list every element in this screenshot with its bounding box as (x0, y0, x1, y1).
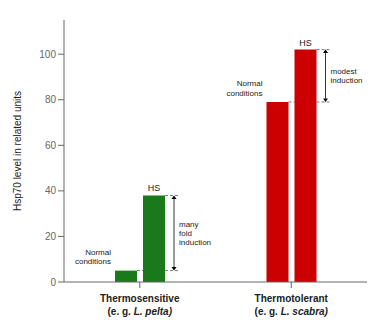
svg-text:HS: HS (148, 183, 161, 193)
svg-text:60: 60 (45, 140, 57, 151)
svg-text:modestinduction: modestinduction (331, 67, 363, 85)
svg-text:HS: HS (299, 38, 312, 48)
svg-text:20: 20 (45, 231, 57, 242)
svg-text:Thermotolerant(e. g. L. scabra: Thermotolerant(e. g. L. scabra) (255, 293, 329, 317)
svg-text:80: 80 (45, 94, 57, 105)
svg-text:40: 40 (45, 185, 57, 196)
svg-text:Normalconditions: Normalconditions (75, 248, 111, 266)
svg-text:Hsp70 level in related units: Hsp70 level in related units (12, 91, 23, 211)
svg-text:Normalconditions: Normalconditions (226, 79, 262, 97)
svg-text:manyfoldinduction: manyfoldinduction (179, 219, 211, 246)
svg-text:0: 0 (50, 277, 56, 288)
svg-text:Thermosensitive(e. g. L. pelta: Thermosensitive(e. g. L. pelta) (100, 293, 180, 317)
svg-text:100: 100 (39, 49, 56, 60)
